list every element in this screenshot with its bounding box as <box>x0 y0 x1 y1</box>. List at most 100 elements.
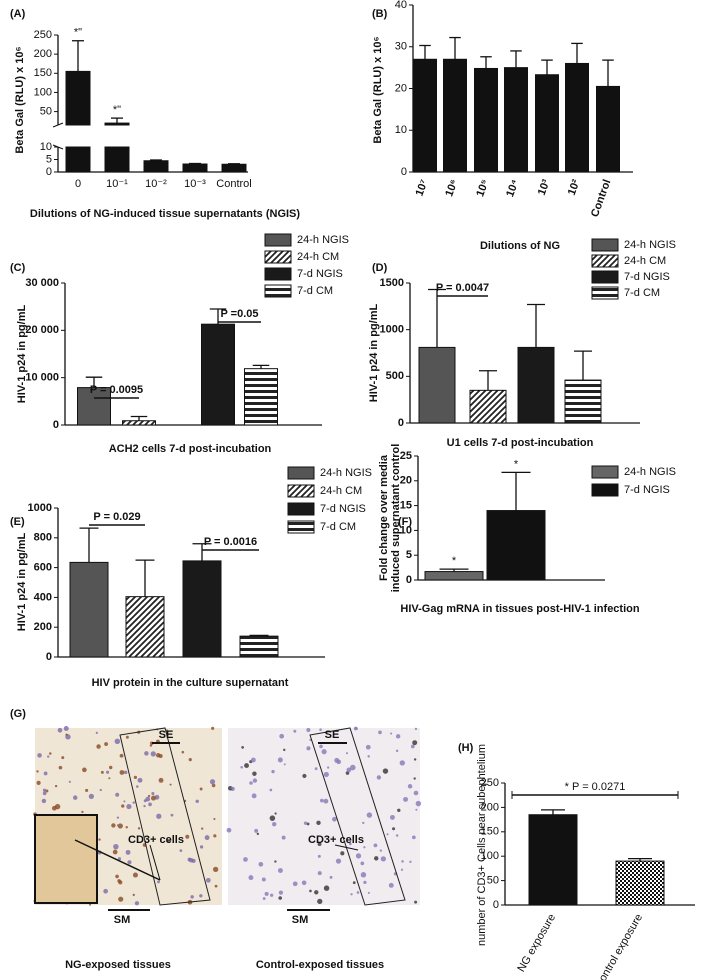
y-tick-label: 800 <box>34 532 52 544</box>
cell <box>123 770 128 775</box>
caption: Control-exposed tissues <box>256 959 384 971</box>
x-tick-label: NG exposure <box>515 912 558 974</box>
cell <box>336 759 342 765</box>
cell <box>137 827 141 830</box>
cell <box>212 866 219 873</box>
cell <box>252 771 257 776</box>
bar <box>615 860 665 906</box>
cell <box>403 796 409 802</box>
cell <box>108 777 111 780</box>
cell <box>214 884 218 888</box>
cell <box>99 788 102 792</box>
bar <box>565 62 589 173</box>
y-tick-label: 200 <box>34 621 52 633</box>
se-label: SE <box>325 729 340 741</box>
cell <box>413 790 419 796</box>
y-tick-label: 5 <box>46 153 52 165</box>
bar <box>424 571 484 581</box>
cell <box>386 833 389 836</box>
cell <box>112 849 118 855</box>
x-tick-label: 10⁷ <box>414 177 431 197</box>
cell <box>319 728 322 731</box>
x-tick-label: 10⁵ <box>474 178 491 198</box>
cell <box>188 858 194 863</box>
legend-label: 24-h NGIS <box>624 239 676 251</box>
cell <box>132 872 138 878</box>
pointer <box>149 844 161 881</box>
cell <box>352 881 356 885</box>
cell <box>167 839 171 843</box>
cell <box>226 827 232 833</box>
p-value: P = 0.0016 <box>204 536 257 548</box>
cell <box>365 744 371 750</box>
legend-label: 7-d NGIS <box>624 271 670 283</box>
cell <box>292 881 298 887</box>
cell <box>395 734 401 739</box>
legend-label: 7-d CM <box>624 287 660 299</box>
panel-label: (D) <box>372 262 388 274</box>
bar <box>221 163 247 173</box>
caption: NG-exposed tissues <box>65 959 171 971</box>
cell <box>156 813 162 819</box>
y-tick-label: 10 <box>400 524 412 536</box>
se-label: SE <box>159 729 174 741</box>
legend-swatch <box>287 484 315 498</box>
y-tick-label: 500 <box>386 370 404 382</box>
bar <box>535 74 559 173</box>
y-tick-label: 600 <box>34 562 52 574</box>
cell <box>116 824 119 827</box>
axis-break <box>52 122 64 128</box>
panel-label: (G) <box>10 708 26 720</box>
cell <box>348 842 352 846</box>
cell <box>314 890 319 895</box>
cell <box>113 843 119 850</box>
cell <box>274 812 277 815</box>
cell <box>41 798 47 804</box>
legend-swatch <box>287 520 315 534</box>
cell <box>262 897 266 900</box>
cell <box>121 804 125 808</box>
y-tick-label: 15 <box>400 500 412 512</box>
cell <box>157 880 160 884</box>
x-axis-title: ACH2 cells 7-d post-incubation <box>109 443 272 455</box>
cell <box>144 751 149 756</box>
cell <box>230 786 234 790</box>
cell <box>323 798 329 804</box>
cell <box>42 788 47 792</box>
y-tick-label: 0 <box>493 899 499 911</box>
cell <box>211 726 215 730</box>
cell <box>360 872 367 878</box>
panel-label: (B) <box>372 8 388 20</box>
cell <box>251 793 257 799</box>
cell <box>367 891 370 894</box>
cell <box>382 768 389 774</box>
cell <box>340 851 345 856</box>
cell <box>37 753 42 758</box>
cell <box>126 804 132 810</box>
y-tick-label: 30 <box>395 41 407 53</box>
y-tick-label: 40 <box>395 0 407 11</box>
cell <box>72 795 78 800</box>
cell <box>132 893 135 897</box>
p-value: P =0.05 <box>220 308 258 320</box>
legend-swatch <box>591 270 619 284</box>
y-tick-label: 0 <box>46 651 52 663</box>
y-tick-label: 0 <box>53 419 59 431</box>
cell <box>395 834 399 837</box>
cell <box>103 888 109 894</box>
bar <box>182 163 208 173</box>
y-tick-label: 250 <box>34 29 52 41</box>
sm-label: SM <box>114 914 131 926</box>
cell <box>346 767 352 773</box>
x-tick-label: 10² <box>566 178 583 197</box>
bar <box>564 379 602 424</box>
bar <box>104 122 130 126</box>
cell <box>51 805 57 811</box>
cell <box>100 770 104 774</box>
panel-label: (C) <box>10 262 26 274</box>
cell <box>58 765 63 770</box>
cell <box>49 752 52 755</box>
y-tick-label: 10 000 <box>25 372 59 384</box>
chart: (E) 0 200 400 600 800 1000 24-h NGIS 24-h CM 7-d … <box>10 466 372 689</box>
cell <box>199 845 204 849</box>
